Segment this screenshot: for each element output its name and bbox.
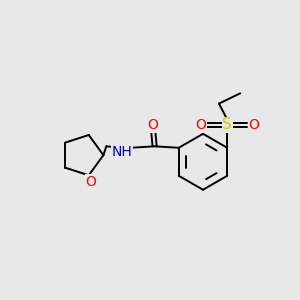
Text: S: S bbox=[222, 117, 232, 132]
Text: O: O bbox=[248, 118, 259, 132]
Text: NH: NH bbox=[112, 145, 133, 159]
Text: O: O bbox=[86, 175, 97, 189]
Text: O: O bbox=[195, 118, 206, 132]
Text: O: O bbox=[148, 118, 159, 132]
